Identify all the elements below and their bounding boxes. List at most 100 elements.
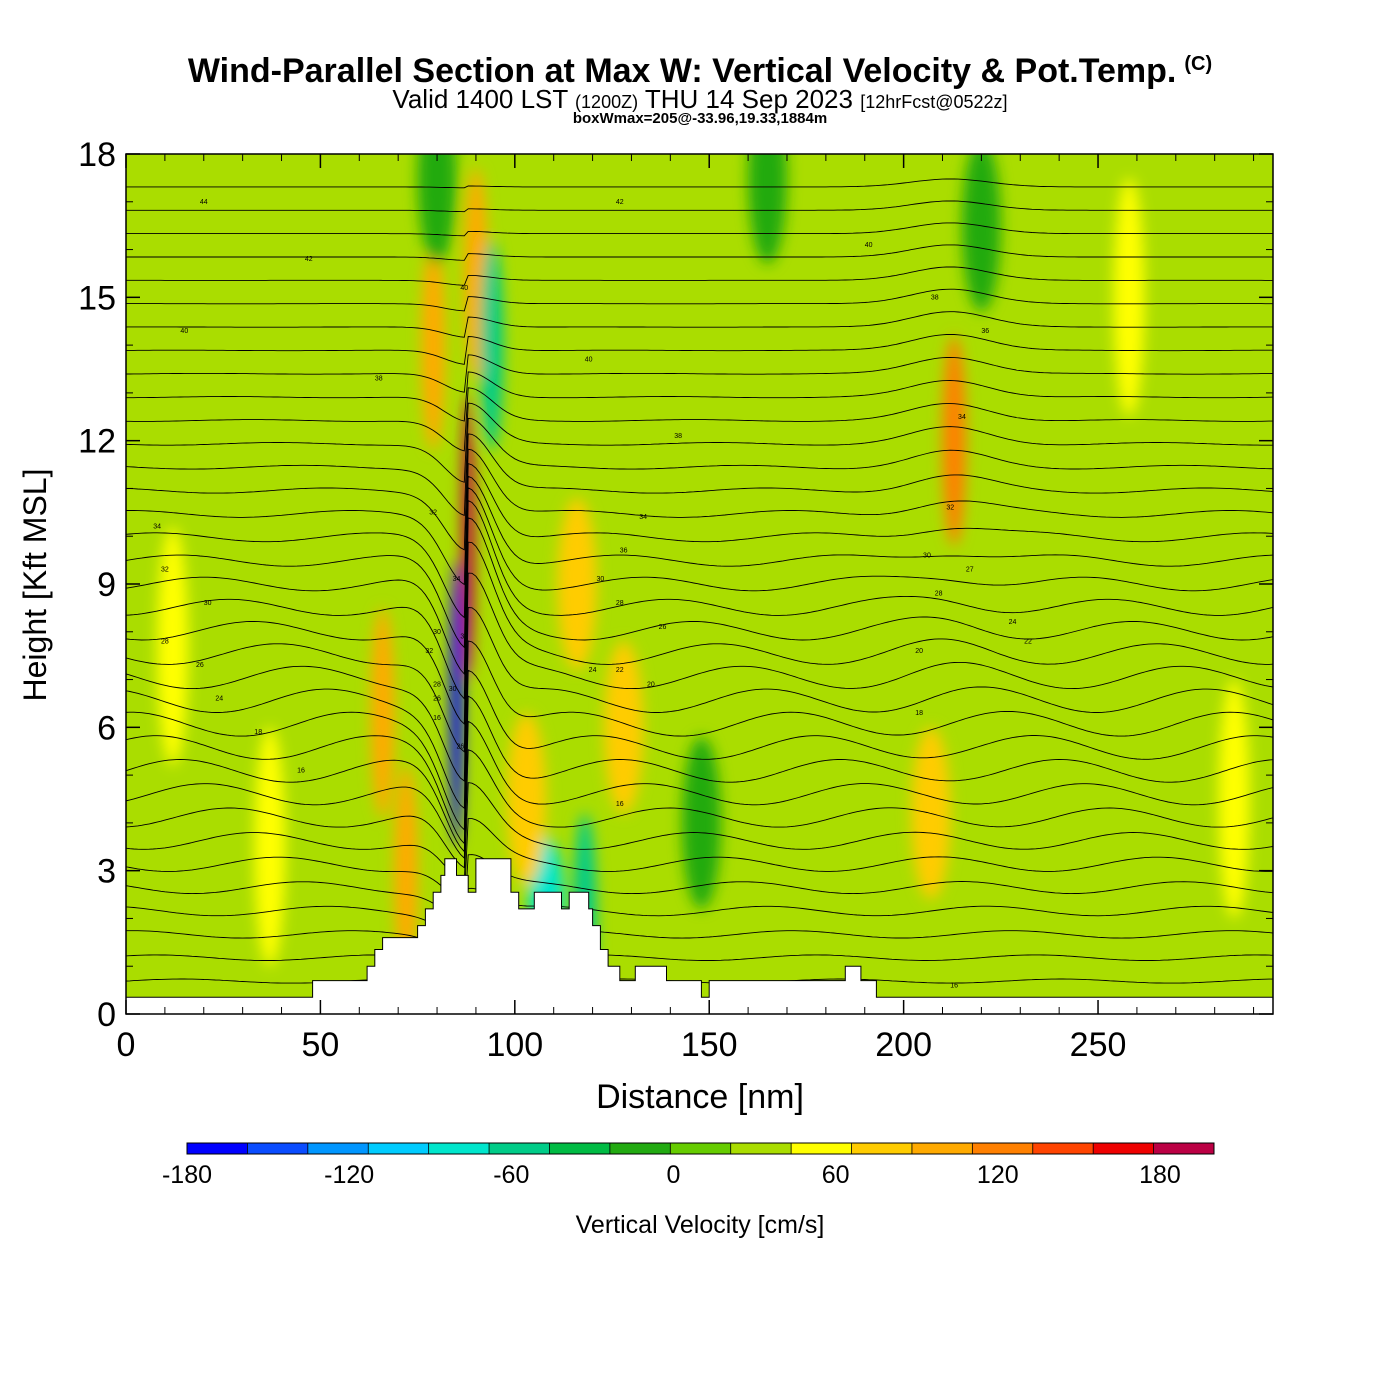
theta-label: 26 <box>456 743 464 750</box>
theta-contour <box>126 200 1273 213</box>
theta-label: 30 <box>433 629 441 636</box>
theta-contour <box>126 448 1273 586</box>
theta-contour <box>126 607 1273 810</box>
theta-contour <box>126 402 1273 483</box>
y-tick-label: 0 <box>97 996 116 1034</box>
theta-contour <box>126 572 1273 782</box>
colorbar-segment <box>247 1143 309 1154</box>
theta-label: 42 <box>305 256 313 263</box>
forecast-info: [12hrFcst@0522z] <box>860 92 1008 112</box>
theta-contour <box>126 462 1273 619</box>
colorbar-tick-label: -120 <box>324 1161 374 1189</box>
theta-label: 28 <box>161 638 169 645</box>
theta-label: 27 <box>966 567 974 574</box>
valid-time: Valid 1400 LST <box>392 84 568 114</box>
w-cell <box>1113 177 1145 417</box>
colorbar-segment <box>670 1143 732 1154</box>
colorbar-segment <box>1032 1143 1094 1154</box>
colorbar-tick-label: -180 <box>162 1161 212 1189</box>
theta-contour <box>126 178 1273 189</box>
colorbar-label: Vertical Velocity [cm/s] <box>576 1211 825 1239</box>
w-cell <box>254 727 286 967</box>
theta-label: 30 <box>923 552 931 559</box>
box-wmax-note: boxWmax=205@-33.96,19.33,1884m <box>572 110 828 127</box>
theta-contour <box>126 417 1273 517</box>
theta-contour <box>126 541 1273 753</box>
x-tick-label: 150 <box>681 1026 738 1064</box>
w-cell <box>417 154 457 264</box>
colorbar-tick-label: 0 <box>667 1161 681 1189</box>
theta-label: 34 <box>958 414 966 421</box>
w-cell <box>682 736 721 909</box>
w-cell <box>157 526 189 766</box>
theta-contour <box>126 288 1273 312</box>
theta-label: 24 <box>215 696 223 703</box>
colorbar-segment <box>307 1143 369 1154</box>
theta-contour <box>126 371 1273 422</box>
colorbar-frame <box>186 1142 1215 1155</box>
plot-area: 44 42 40 38 40 42 40 38 40 38 36 34 34 32 34 32 30 28 26 24… <box>126 154 1273 1014</box>
terrain <box>126 858 1273 1014</box>
x-axis: 0 50 100 150 200 250 <box>117 154 1255 1064</box>
theta-contour <box>126 433 1273 551</box>
w-cell <box>942 335 966 546</box>
w-cell <box>450 560 463 847</box>
x-tick-label: 100 <box>486 1026 543 1064</box>
theta-label: 20 <box>647 681 655 688</box>
colorbar-segment <box>428 1143 490 1154</box>
theta-contour <box>126 749 1273 869</box>
theta-label: 26 <box>659 624 667 631</box>
colorbar-segment <box>911 1143 973 1154</box>
theta-contour <box>126 917 1273 958</box>
chart-title: Wind-Parallel Section at Max W: Vertical… <box>0 52 1400 91</box>
chart-title-text: Wind-Parallel Section at Max W: Vertical… <box>187 52 1177 90</box>
vertical-velocity-field <box>157 154 1250 1014</box>
theta-label: 28 <box>433 681 441 688</box>
theta-contour-labels: 44 42 40 38 40 42 40 38 40 38 36 34 34 32 34 32 30 28 26 24… <box>153 199 1032 990</box>
theta-contour <box>126 311 1273 338</box>
theta-label: 38 <box>674 433 682 440</box>
x-axis-label: Distance [nm] <box>596 1078 804 1116</box>
theta-label: 40 <box>460 285 468 292</box>
theta-contour <box>126 517 1273 726</box>
theta-label: 34 <box>153 524 161 531</box>
theta-label: 32 <box>946 505 954 512</box>
theta-label: 26 <box>196 662 204 669</box>
colorbar-segment <box>549 1143 611 1154</box>
copyright-mark: (C) <box>1184 53 1213 75</box>
theta-contour <box>126 354 1273 393</box>
colorbar-segment <box>791 1143 853 1154</box>
theta-label: 40 <box>865 242 873 249</box>
theta-label: 32 <box>161 567 169 574</box>
theta-label: 20 <box>915 648 923 655</box>
colorbar-tick-label: -60 <box>493 1161 529 1189</box>
y-tick-label: 18 <box>78 136 116 174</box>
theta-label: 18 <box>915 710 923 717</box>
theta-contour <box>126 266 1273 286</box>
theta-label: 16 <box>950 982 958 989</box>
chart-subtitle: Valid 1400 LST (1200Z) THU 14 Sep 2023 [… <box>0 84 1400 115</box>
theta-contour <box>126 475 1273 649</box>
theta-contour <box>126 695 1273 853</box>
colorbar-segment <box>1153 1143 1215 1154</box>
theta-contour <box>126 854 1273 922</box>
theta-label: 40 <box>180 328 188 335</box>
theta-label: 34 <box>453 576 461 583</box>
theta-label: 38 <box>931 294 939 301</box>
theta-contour <box>126 334 1273 365</box>
valid-date: THU 14 Sep 2023 <box>644 84 853 114</box>
w-cell <box>479 240 504 451</box>
colorbar-segment <box>368 1143 430 1154</box>
w-cell <box>557 498 597 670</box>
colorbar-tick-label: 120 <box>977 1161 1019 1189</box>
theta-contour <box>126 640 1273 831</box>
theta-label: 24 <box>589 667 597 674</box>
colorbar-segment <box>1093 1143 1155 1154</box>
theta-label: 18 <box>254 729 262 736</box>
y-axis-label: Height [Kft MSL] <box>17 469 53 702</box>
w-cell <box>370 607 395 819</box>
x-tick-label: 200 <box>875 1026 932 1064</box>
w-cell <box>748 154 787 264</box>
